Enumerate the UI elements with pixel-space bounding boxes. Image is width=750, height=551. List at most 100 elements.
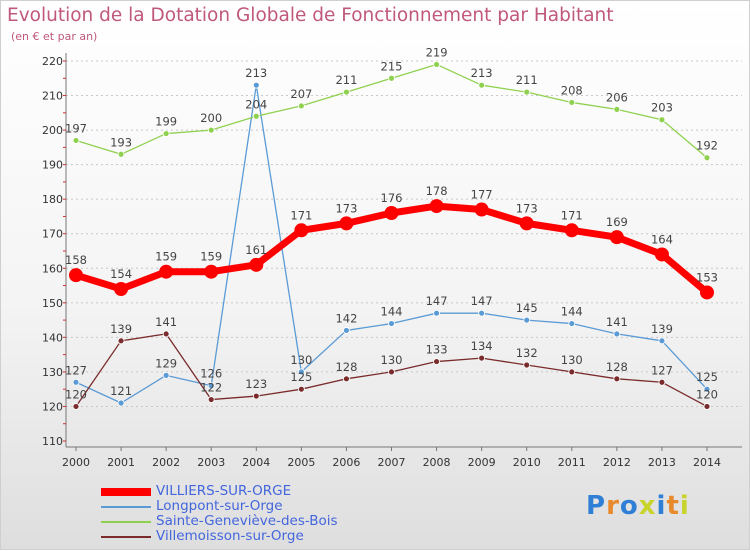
data-labels-layer: 127 121 129 126 213 130 142 144 147 147 145 144 141 1… [65,45,718,401]
data-point [658,378,666,386]
data-point [433,309,440,317]
data-label: 206 [606,90,628,104]
data-label: 215 [381,59,403,73]
data-label: 139 [110,322,132,336]
data-point [384,206,399,220]
data-point [207,126,215,134]
data-label: 145 [516,301,538,315]
data-point [162,371,170,379]
data-label: 123 [245,377,267,391]
data-label: 207 [290,87,312,101]
data-point [252,81,260,89]
data-label: 176 [381,191,403,205]
x-tick-label: 2002 [152,456,180,469]
data-label: 144 [381,305,403,319]
data-point [114,282,129,296]
data-label: 141 [155,315,177,329]
data-point [703,154,711,162]
axes: 1101201301401501601701801902002102202000… [42,53,742,469]
data-label: 126 [200,367,222,381]
data-point [72,403,80,410]
data-point [297,368,305,376]
data-point [388,368,395,376]
legend-swatch [101,521,151,523]
series-VILLIERS-SUR-ORGE [69,199,714,300]
data-point [703,403,711,410]
x-tick-label: 2013 [648,456,676,469]
data-point [429,199,444,214]
data-label: 127 [65,363,87,377]
data-label: 193 [110,135,132,149]
data-point [613,330,621,338]
data-label: 147 [426,294,448,308]
data-point [343,88,350,96]
y-tick-label: 180 [42,193,63,206]
data-label: 125 [696,370,718,384]
data-point [249,257,264,272]
x-tick-label: 2001 [107,456,135,469]
data-point [207,396,215,403]
data-label: 178 [426,184,448,198]
data-point [252,392,260,400]
data-label: 134 [471,339,493,353]
data-point [72,137,80,144]
legend-label: Longpont-sur-Orge [156,498,283,514]
x-tick-label: 2006 [332,456,360,469]
data-label: 173 [335,201,357,215]
series-Sainte-Geneviève-des-Bois [72,61,711,162]
data-point [159,264,174,279]
data-label: 159 [155,250,177,264]
data-point [162,330,170,338]
data-point [700,285,714,300]
legend-label: Sainte-Geneviève-des-Bois [156,513,338,529]
x-tick-label: 2008 [423,456,451,469]
data-point [117,150,125,158]
series-Villemoisson-sur-Orge [72,330,711,410]
grid-lines [66,60,742,407]
data-point [613,375,621,383]
data-label: 141 [606,315,628,329]
data-point [523,316,531,324]
data-label: 159 [200,250,222,264]
y-tick-label: 170 [42,228,63,241]
data-point [478,81,486,89]
data-point [69,268,83,283]
data-label: 121 [110,384,132,398]
data-label: 171 [290,208,312,222]
data-label: 128 [335,360,357,374]
data-point [658,337,666,345]
data-point [117,399,125,407]
x-tick-label: 2012 [603,456,631,469]
y-tick-label: 190 [42,159,63,172]
series-layer [69,61,714,410]
data-label: 144 [561,305,583,319]
chart-title: Evolution de la Dotation Globale de Fonc… [7,5,614,26]
legend-label: Villemoisson-sur-Orge [156,528,304,544]
y-tick-label: 120 [42,400,63,413]
data-label: 164 [651,232,673,246]
data-label: 128 [606,360,628,374]
data-label: 192 [696,139,718,153]
data-point [297,102,305,110]
x-tick-label: 2010 [513,456,541,469]
y-tick-label: 130 [42,366,63,379]
x-tick-label: 2009 [468,456,496,469]
data-point [478,309,486,317]
chart-subtitle: (en € et par an) [11,30,98,43]
y-tick-label: 220 [42,55,63,68]
y-tick-label: 200 [42,124,63,137]
data-label: 122 [200,381,222,395]
data-label: 153 [696,270,718,284]
data-point [433,358,440,365]
proxiti-logo: Proxiti [586,491,690,521]
data-label: 142 [335,311,357,325]
data-label: 199 [155,115,177,129]
data-label: 197 [65,121,87,135]
x-tick-label: 2000 [62,456,90,469]
data-point [207,382,215,390]
data-point [654,247,669,262]
data-label: 132 [516,346,538,360]
data-label: 133 [426,343,448,357]
